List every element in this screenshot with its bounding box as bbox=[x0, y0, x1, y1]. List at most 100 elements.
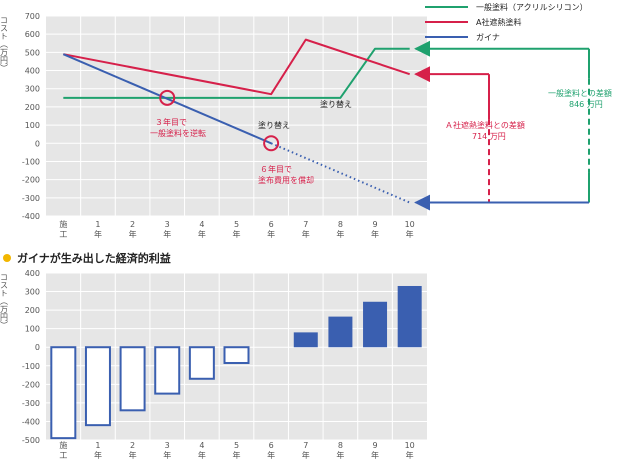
x-tick-label: 施 bbox=[59, 440, 67, 450]
bar-negative bbox=[84, 346, 111, 427]
x-tick-label: 5 bbox=[234, 220, 239, 229]
y-tick-label: -400 bbox=[22, 212, 40, 221]
y-tick-label: 400 bbox=[25, 67, 40, 76]
y-tick-label: 300 bbox=[25, 288, 40, 297]
gridlines bbox=[46, 15, 427, 217]
y-tick-label: 500 bbox=[25, 48, 40, 57]
y-tick-label: -100 bbox=[22, 157, 40, 166]
red-diff-annotation-line1: Ａ社遮熱塗料との差額 bbox=[445, 120, 525, 130]
bar-chart-title: ガイナが生み出した経済的利益 bbox=[17, 251, 171, 265]
x-tick-label: 年 bbox=[198, 229, 206, 239]
x-tick-label: 年 bbox=[302, 450, 310, 460]
x-tick-label: 年 bbox=[129, 229, 137, 239]
x-tick-label: 1 bbox=[95, 441, 100, 450]
y-tick-label: 100 bbox=[25, 121, 40, 130]
highlight-circle bbox=[263, 135, 280, 152]
highlight-circle bbox=[159, 89, 176, 106]
x-tick-label: 年 bbox=[233, 229, 241, 239]
y-tick-label: -300 bbox=[22, 399, 40, 408]
y-tick-labels: 700 600 500 400 300 200 100 0 -100 -200 -300 -400 bbox=[22, 12, 40, 221]
x-tick-label: 10 bbox=[405, 441, 415, 450]
bar-positive bbox=[293, 332, 318, 348]
x-tick-label: 年 bbox=[406, 229, 414, 239]
y-tick-label: 200 bbox=[25, 306, 40, 315]
x-tick-label: 4 bbox=[199, 220, 204, 229]
x-tick-label: 10 bbox=[405, 220, 415, 229]
year6-annotation-line2: 塗布費用を償却 bbox=[258, 175, 314, 185]
cost-line-chart: 700 600 500 400 300 200 100 0 -100 -200 -300 -400 施… bbox=[0, 2, 612, 239]
series-line-red bbox=[63, 38, 410, 96]
green-repaint-annotation: 塗り替え bbox=[320, 99, 352, 109]
x-tick-label: 1 bbox=[95, 220, 100, 229]
x-tick-label: 年 bbox=[267, 450, 275, 460]
y-tick-label: 400 bbox=[25, 269, 40, 278]
bar-negative bbox=[188, 346, 215, 380]
x-tick-label: 工 bbox=[59, 230, 67, 239]
bar-negative bbox=[50, 346, 77, 440]
legend-label: ガイナ bbox=[476, 32, 500, 42]
bar-negative bbox=[223, 346, 250, 364]
x-tick-label: 年 bbox=[233, 450, 241, 460]
highlight-circles bbox=[159, 89, 280, 152]
y-tick-label: 600 bbox=[25, 30, 40, 39]
x-tick-label: 2 bbox=[130, 441, 135, 450]
x-tick-label: 年 bbox=[336, 450, 344, 460]
red-diff-annotation-line2: 714 万円 bbox=[472, 132, 506, 141]
y-axis-label: コスト（万円） bbox=[0, 16, 9, 72]
x-tick-label: 6 bbox=[269, 220, 274, 229]
benefit-bar-chart: ガイナが生み出した経済的利益 400 300 200 100 0 -100 -200 -300… bbox=[0, 251, 427, 460]
bar-negative bbox=[119, 346, 146, 412]
x-tick-label: 年 bbox=[406, 450, 414, 460]
y-tick-label: 200 bbox=[25, 103, 40, 112]
y-tick-label: 0 bbox=[35, 139, 40, 148]
x-tick-label: 4 bbox=[199, 441, 204, 450]
x-tick-label: 年 bbox=[371, 450, 379, 460]
x-tick-label: 年 bbox=[371, 229, 379, 239]
x-tick-label: 施 bbox=[59, 219, 67, 229]
bar-positive bbox=[363, 301, 388, 348]
series-line-green bbox=[63, 47, 410, 99]
y-tick-label: 700 bbox=[25, 12, 40, 21]
series-line-blue bbox=[62, 53, 272, 145]
green-diff-annotation-line2: 846 万円 bbox=[569, 100, 603, 109]
year6-annotation-line1: ６年目で bbox=[260, 164, 292, 174]
x-tick-label: 8 bbox=[338, 441, 343, 450]
x-tick-label: 3 bbox=[165, 220, 170, 229]
x-tick-label: 年 bbox=[163, 450, 171, 460]
bars bbox=[50, 285, 422, 440]
title-bullet-icon bbox=[3, 254, 11, 262]
plot-background bbox=[46, 16, 427, 216]
x-tick-label: 年 bbox=[94, 450, 102, 460]
x-tick-label: 年 bbox=[129, 450, 137, 460]
y-tick-label: 100 bbox=[25, 325, 40, 334]
x-tick-label: 年 bbox=[267, 229, 275, 239]
y-tick-labels: 400 300 200 100 0 -100 -200 -300 -400 -500 bbox=[22, 269, 40, 445]
year3-annotation-line2: 一般塗料を逆転 bbox=[150, 128, 206, 138]
green-diff-annotation-line1: 一般塗料との差額 bbox=[548, 88, 612, 98]
bar-negative bbox=[154, 346, 181, 395]
y-tick-label: -400 bbox=[22, 417, 40, 426]
bar-positive bbox=[328, 316, 353, 348]
y-tick-label: -200 bbox=[22, 380, 40, 389]
legend-label: A社遮熱塗料 bbox=[476, 17, 521, 27]
x-tick-label: 2 bbox=[130, 220, 135, 229]
x-tick-label: 5 bbox=[234, 441, 239, 450]
x-tick-label: 9 bbox=[372, 441, 377, 450]
x-tick-label: 年 bbox=[94, 229, 102, 239]
series-lines bbox=[62, 38, 411, 204]
x-tick-label: 年 bbox=[163, 229, 171, 239]
legend-label: 一般塗料（アクリルシリコン） bbox=[476, 2, 588, 12]
x-tick-label: 工 bbox=[59, 451, 67, 460]
y-tick-label: -500 bbox=[22, 436, 40, 445]
y-tick-label: -300 bbox=[22, 194, 40, 203]
x-tick-label: 7 bbox=[303, 441, 308, 450]
y-tick-label: -100 bbox=[22, 362, 40, 371]
x-tick-label: 年 bbox=[336, 229, 344, 239]
y-tick-label: 300 bbox=[25, 85, 40, 94]
x-tick-label: 8 bbox=[338, 220, 343, 229]
